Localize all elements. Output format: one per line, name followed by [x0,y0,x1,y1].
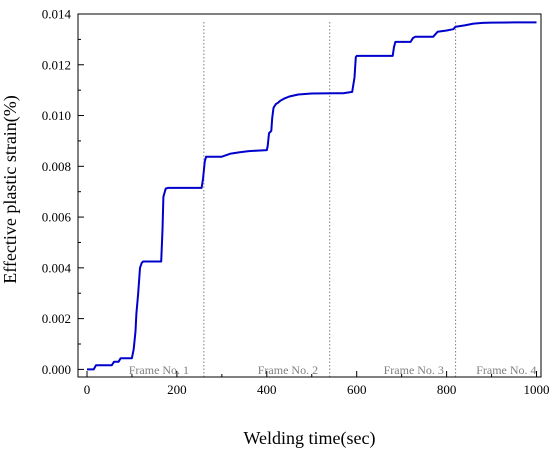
series-line [87,21,537,371]
frame-label: Frame No. 3 [384,363,444,377]
y-tick-label: 0.004 [42,260,72,275]
x-tick-label: 200 [167,382,187,397]
y-axis-title: Effective plastic strain(%) [0,95,21,284]
x-tick-label: 1000 [524,382,550,397]
y-tick-label: 0.014 [42,7,72,22]
y-tick-label: 0.000 [42,362,71,377]
frame-labels: Frame No. 1 Frame No. 2 Frame No. 3 Frame N… [129,363,537,377]
y-tick-label: 0.002 [42,311,71,326]
frame-label: Frame No. 1 [129,363,189,377]
series-group [87,21,537,371]
x-axis-ticks: 0 200 400 600 800 1000 [84,371,550,397]
y-tick-label: 0.008 [42,159,71,174]
frame-dividers [203,22,457,377]
y-axis-ticks: 0.000 0.002 0.004 0.006 0.008 0.010 0.012 0.014 [42,7,84,377]
x-tick-label: 400 [257,382,277,397]
x-tick-label: 600 [347,382,367,397]
x-tick-label: 800 [437,382,457,397]
plot-frame [77,13,542,378]
x-tick-label: 0 [84,382,91,397]
y-tick-label: 0.010 [42,108,71,123]
frame-label: Frame No. 4 [476,363,536,377]
frame-label: Frame No. 2 [258,363,318,377]
x-axis-title: Welding time(sec) [243,428,375,449]
y-tick-label: 0.006 [42,210,72,225]
y-tick-label: 0.012 [42,57,71,72]
